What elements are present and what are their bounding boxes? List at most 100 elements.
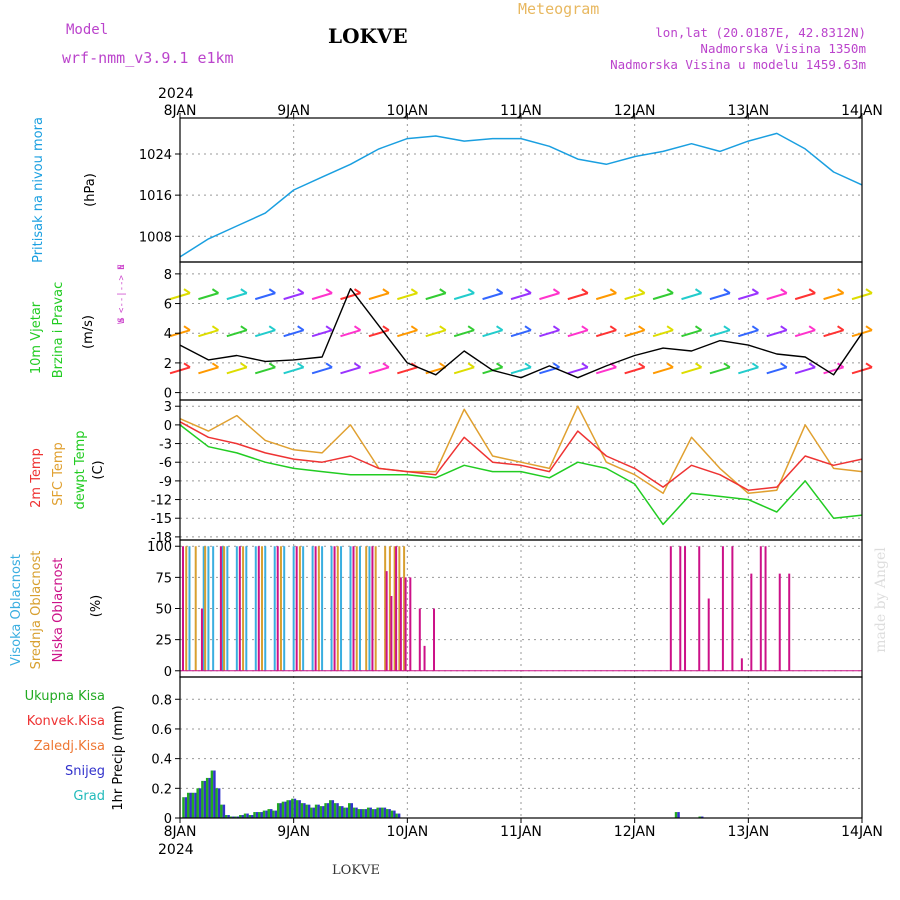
y-tick-label: 3 xyxy=(164,400,172,415)
y-tick-label: 1016 xyxy=(139,189,172,204)
wind-arrow xyxy=(794,366,816,375)
wind-arrow-head xyxy=(808,362,816,369)
wind-arrow xyxy=(254,292,276,301)
x-tick-label-bottom: 9JAN xyxy=(277,824,310,840)
wind-arrow xyxy=(283,292,304,301)
x-tick-label-top: 10JAN xyxy=(386,103,428,119)
snow-bar xyxy=(217,788,221,818)
precip-bar xyxy=(338,806,342,818)
y-tick-label: -3 xyxy=(159,438,172,453)
wind-arrow-head xyxy=(325,325,333,332)
precip-bar xyxy=(329,800,332,818)
x-tick-label-bottom: 10JAN xyxy=(386,824,428,840)
wind-arrow-head xyxy=(837,325,845,332)
precip-bar xyxy=(262,810,266,818)
wind-arrow xyxy=(510,329,532,338)
legend-frozen-precip: Zaledj.Kisa xyxy=(34,739,105,754)
wind-arrow-head xyxy=(524,325,532,332)
precip-bar xyxy=(698,816,701,818)
precip-bar xyxy=(224,815,228,818)
snow-bar xyxy=(341,806,344,818)
y-tick-label: 4 xyxy=(164,327,172,342)
wind-arrow-head xyxy=(837,288,845,294)
snow-bar xyxy=(198,788,202,818)
data-marks xyxy=(169,132,873,818)
wind-arrow xyxy=(311,292,333,301)
precip-bar xyxy=(201,780,204,818)
cloud-unit-label: (%) xyxy=(89,595,104,618)
snow-bar xyxy=(312,807,316,818)
snow-bar xyxy=(331,800,335,818)
wind-arrow-head xyxy=(268,325,276,332)
wind-arrow-head xyxy=(524,362,532,369)
panel-frame xyxy=(179,399,863,541)
snow-bar xyxy=(232,816,235,818)
y-tick-label: 100 xyxy=(147,540,172,555)
legend-hail: Grad xyxy=(73,789,105,804)
snow-bar xyxy=(383,807,387,818)
wind-arrow xyxy=(567,292,589,301)
precip-bar xyxy=(305,804,308,818)
wind-arrow xyxy=(794,292,816,301)
footer-station: LOKVE xyxy=(332,863,380,878)
precip-bar xyxy=(381,807,384,818)
snow-bar xyxy=(284,801,287,818)
wind-arrow-head xyxy=(581,288,589,294)
wind-arrow-head xyxy=(325,362,333,369)
snow-bar xyxy=(307,804,311,818)
pressure-unit-label: (hPa) xyxy=(83,173,98,207)
model-name: wrf-nmm_v3.9.1 e1km xyxy=(62,49,234,67)
precip-bar xyxy=(300,803,304,818)
wind-dir-axis: W <--|--> E xyxy=(117,264,127,324)
y-tick-label: -15 xyxy=(151,512,172,527)
snow-bar xyxy=(279,803,282,818)
y-tick-label: -18 xyxy=(151,531,172,546)
y-tick-label: 1024 xyxy=(139,148,172,163)
wind-arrow xyxy=(340,292,361,301)
wind-arrow-head xyxy=(496,325,504,332)
axes: 1008101610240246830-3-6-9-12-15-18025507… xyxy=(139,103,883,840)
snow-bar xyxy=(288,800,292,818)
y-tick-label: 8 xyxy=(164,268,172,283)
x-tick-label-bottom: 13JAN xyxy=(727,824,769,840)
precip-axis-title: 1hr Precip (mm) xyxy=(111,705,126,810)
wind-arrow-head xyxy=(183,362,191,369)
precip-bar xyxy=(357,809,360,818)
y-tick-label: -9 xyxy=(159,475,172,490)
precip-bar xyxy=(182,797,185,818)
wind-arrow xyxy=(681,366,702,375)
precip-bar xyxy=(248,815,252,818)
wind-arrow-head xyxy=(268,362,276,369)
y-axis-titles: Pritisak na nivou mora (hPa) 10m Vjetar … xyxy=(9,117,127,811)
altitude-text: Nadmorska Visina 1350m xyxy=(700,41,866,56)
wind-dir-north: N xyxy=(117,264,127,269)
legend-conv-precip: Konvek.Kisa xyxy=(27,714,105,729)
wind-arrow xyxy=(738,292,759,301)
wind-arrow-head xyxy=(666,362,674,369)
wind-arrow-head xyxy=(552,288,560,294)
precip-bar xyxy=(390,810,394,818)
snow-bar xyxy=(345,807,349,818)
wind-arrow-head xyxy=(552,325,560,332)
wind-arrow-head xyxy=(723,325,731,332)
snow-bar xyxy=(364,809,368,818)
pressure-line xyxy=(179,132,863,258)
precip-bar xyxy=(276,803,280,818)
wind-arrow-head xyxy=(353,362,362,369)
wind-arrow-head xyxy=(297,362,305,369)
snow-bar xyxy=(293,798,297,818)
wind-arrow-head xyxy=(751,288,759,294)
station-title: LOKVE xyxy=(328,24,408,48)
wind-arrow xyxy=(283,329,304,338)
wind-arrow xyxy=(624,292,645,301)
y-tick-label: 0 xyxy=(164,419,172,434)
wind-arrow-head xyxy=(353,325,362,332)
wind-arrow-head xyxy=(524,288,532,294)
precip-bar xyxy=(229,816,233,818)
wind-arrow-head xyxy=(297,288,305,294)
precip-bar xyxy=(395,813,398,818)
wind-arrow xyxy=(823,366,844,375)
wind-arrow-head xyxy=(638,325,646,332)
wind-arrow-head xyxy=(439,325,447,332)
wind-arrow-head xyxy=(865,325,873,332)
